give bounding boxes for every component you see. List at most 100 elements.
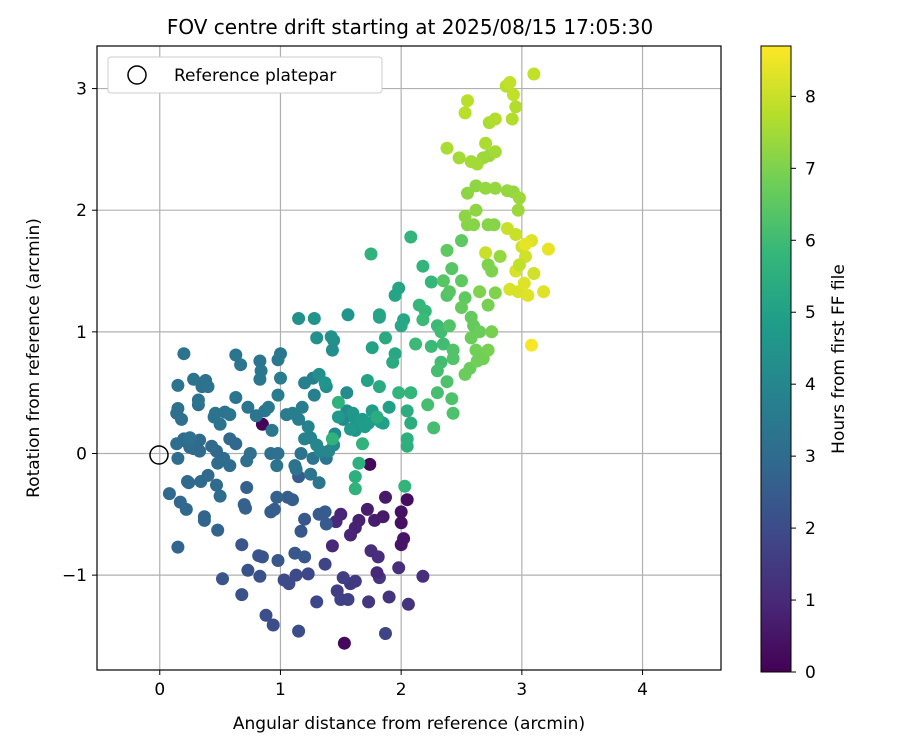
data-point [289,462,303,476]
data-point [325,432,339,446]
data-point [458,209,472,223]
data-point [363,457,377,471]
data-point [527,67,541,81]
colorbar-tick-label: 0 [805,663,816,683]
data-point [372,380,386,394]
legend-label: Reference platepar [174,66,336,86]
x-tick-label: 0 [154,680,165,700]
data-point [261,400,275,414]
data-point [424,275,438,289]
data-point [270,490,284,504]
data-point [372,308,386,322]
data-point [445,392,459,406]
data-point [424,339,438,353]
data-point [394,538,408,552]
data-point [517,276,531,290]
data-point [304,467,318,481]
data-point [253,354,267,368]
data-point [162,487,176,501]
data-point [292,412,306,426]
data-point [171,540,185,554]
data-point [481,298,495,312]
data-point [479,246,493,260]
x-tick-label: 4 [637,680,648,700]
data-point [292,312,306,325]
data-point [469,343,483,357]
data-point [240,481,254,494]
data-point [446,406,460,420]
data-point [392,386,406,400]
data-point [509,100,523,114]
colorbar-tick-label: 5 [805,303,816,323]
data-point [394,505,408,519]
data-point [525,338,538,352]
x-tick-label: 3 [516,680,527,700]
data-point [348,482,362,496]
data-point [464,155,478,169]
data-point [277,573,291,587]
data-point [469,203,483,217]
data-point [340,386,354,400]
data-point [487,218,501,232]
data-point [235,538,249,552]
data-point [404,230,418,244]
data-point [318,505,332,519]
data-point [337,636,351,650]
data-point [370,566,384,580]
data-point [271,554,285,567]
y-axis-label: Rotation from reference (arcmin) [24,218,44,498]
data-point [401,597,415,611]
legend-marker [127,65,147,85]
x-axis-ticks: 0 1 2 3 4 [154,670,648,700]
data-point [271,388,285,402]
data-point [175,412,188,426]
data-point [364,247,378,261]
data-point [223,432,237,446]
data-point [360,502,374,516]
data-point [392,561,406,575]
data-point [295,400,309,414]
data-point [310,595,324,609]
data-point [274,371,287,385]
data-point [503,76,517,89]
data-point [183,431,197,445]
data-point [307,312,321,325]
colorbar-ticks: 0 1 2 3 4 5 6 7 8 [791,87,816,683]
y-axis-ticks: −1 0 1 2 3 [62,80,97,586]
data-point [416,569,430,583]
data-point [458,106,472,120]
data-point [360,374,374,387]
data-point [344,422,357,436]
data-point [234,358,248,372]
data-point [266,618,280,632]
colorbar-tick-label: 3 [805,447,816,467]
data-point [464,331,478,345]
data-point [352,456,366,470]
data-point [329,515,343,529]
data-point [421,398,435,412]
data-point [398,479,412,493]
data-point [253,569,267,583]
data-point [241,400,255,414]
data-point [312,476,326,490]
data-point [442,319,456,333]
data-point [179,502,193,516]
data-point [170,437,184,451]
data-point [511,203,525,217]
colorbar-gradient [760,45,792,673]
data-point [223,408,237,422]
data-point [301,567,315,581]
data-point [310,331,324,345]
data-point [386,355,400,369]
data-point [440,375,454,389]
data-point [331,395,345,409]
colorbar-tick-label: 7 [805,159,816,179]
data-point [416,259,430,273]
data-point [527,267,541,280]
data-point [392,281,406,295]
data-point [213,489,227,503]
data-point [181,475,194,488]
data-point [440,243,454,257]
colorbar: 0 1 2 3 4 5 6 7 8 Hours from first FF file [760,45,849,683]
